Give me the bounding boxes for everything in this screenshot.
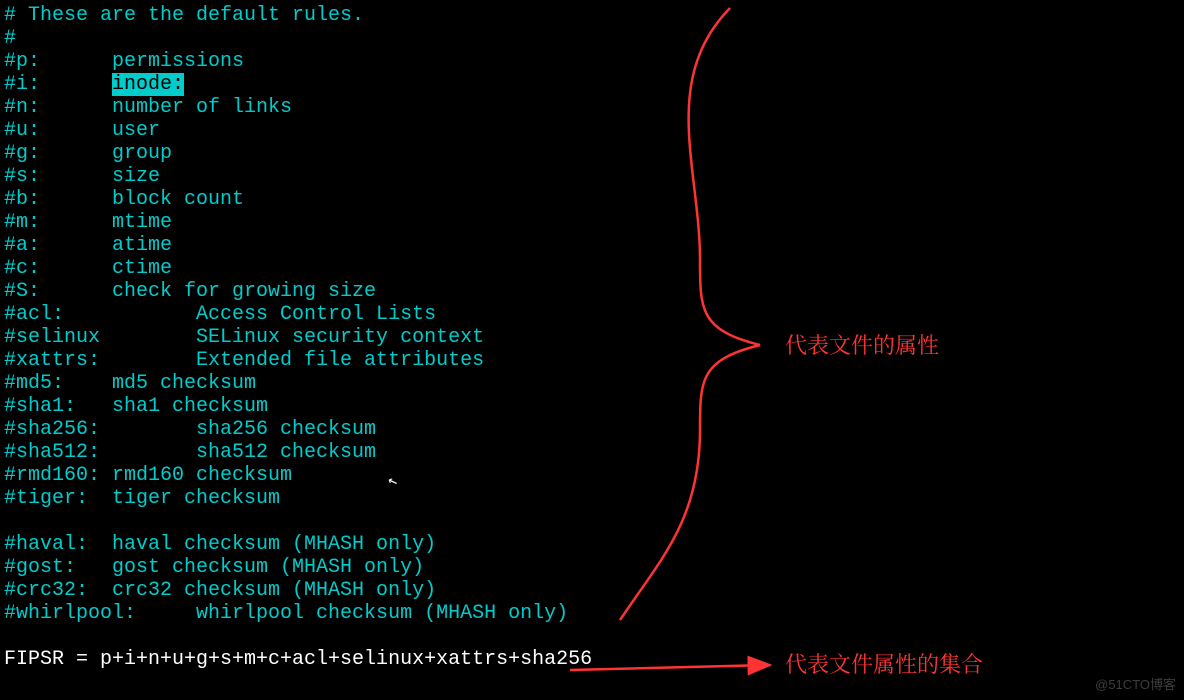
annotation-attributes-label: 代表文件的属性 [785,333,939,356]
terminal-content: # These are the default rules. # #p: per… [4,4,592,671]
line-S: #S: check for growing size [4,280,376,303]
line-comment-hash: # [4,27,16,50]
line-gost: #gost: gost checksum (MHASH only) [4,556,424,579]
line-s: #s: size [4,165,160,188]
watermark-text: @51CTO博客 [1095,673,1176,696]
line-a: #a: atime [4,234,172,257]
line-i: #i: inode: [4,73,184,96]
line-tiger: #tiger: tiger checksum [4,487,280,510]
line-haval: #haval: haval checksum (MHASH only) [4,533,436,556]
line-u: #u: user [4,119,160,142]
line-c: #c: ctime [4,257,172,280]
line-selinux: #selinux SELinux security context [4,326,484,349]
line-n: #n: number of links [4,96,292,119]
line-xattrs: #xattrs: Extended file attributes [4,349,484,372]
line-m: #m: mtime [4,211,172,234]
line-crc32: #crc32: crc32 checksum (MHASH only) [4,579,436,602]
arrow-line [570,665,770,670]
line-p: #p: permissions [4,50,244,73]
brace-path [620,8,760,620]
line-rmd160: #rmd160: rmd160 checksum [4,464,292,487]
line-fipsr: FIPSR = p+i+n+u+g+s+m+c+acl+selinux+xatt… [4,648,592,671]
highlight-inode: inode: [112,73,184,96]
line-sha1: #sha1: sha1 checksum [4,395,268,418]
line-comment-header: # These are the default rules. [4,4,364,27]
line-b: #b: block count [4,188,244,211]
line-acl: #acl: Access Control Lists [4,303,436,326]
line-whirlpool: #whirlpool: whirlpool checksum (MHASH on… [4,602,568,625]
line-sha512: #sha512: sha512 checksum [4,441,376,464]
line-g: #g: group [4,142,172,165]
line-md5: #md5: md5 checksum [4,372,256,395]
annotation-set-label: 代表文件属性的集合 [785,652,983,675]
line-sha256: #sha256: sha256 checksum [4,418,376,441]
